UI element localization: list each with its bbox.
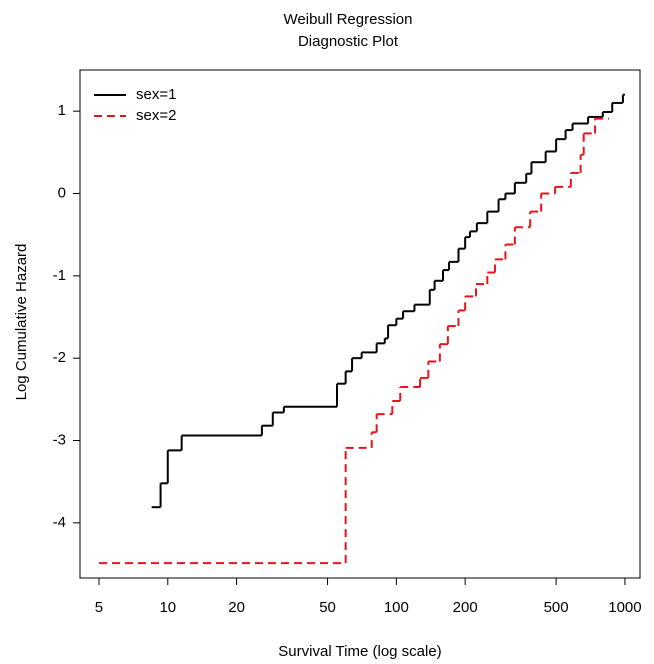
- x-tick-label: 500: [544, 599, 569, 616]
- y-tick-label: -1: [53, 267, 66, 284]
- y-axis-label: Log Cumulative Hazard: [13, 244, 30, 401]
- x-tick-label: 100: [384, 599, 409, 616]
- y-tick-label: -3: [53, 431, 66, 448]
- x-tick-label: 20: [228, 599, 245, 616]
- x-tick-label: 10: [159, 599, 176, 616]
- plot-frame: [79, 69, 641, 579]
- chart-subtitle: Diagnostic Plot: [298, 33, 399, 50]
- y-tick-label: 0: [58, 184, 66, 201]
- x-tick-label: 1000: [608, 599, 641, 616]
- y-tick-label: -2: [53, 349, 66, 366]
- y-tick-label: 1: [58, 102, 66, 119]
- x-axis-label: Survival Time (log scale): [278, 643, 441, 660]
- x-tick-label: 5: [95, 599, 103, 616]
- chart-title: Weibull Regression: [284, 11, 413, 28]
- legend-label: sex=1: [136, 86, 176, 103]
- x-tick-label: 200: [453, 599, 478, 616]
- y-tick-label: -4: [53, 514, 66, 531]
- legend-label: sex=2: [136, 107, 176, 124]
- x-tick-label: 50: [319, 599, 336, 616]
